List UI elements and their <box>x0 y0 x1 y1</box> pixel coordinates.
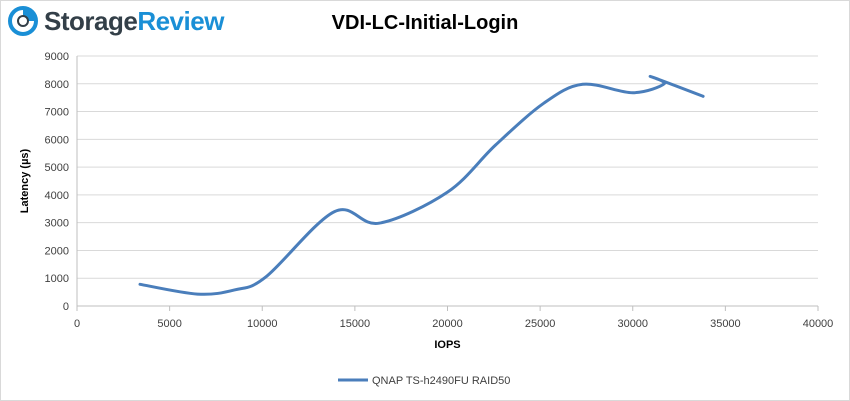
y-tick-label: 0 <box>63 301 69 313</box>
y-tick-label: 4000 <box>45 190 69 202</box>
y-tick-label: 6000 <box>45 134 69 146</box>
x-tick-label: 20000 <box>432 318 463 330</box>
legend-label: QNAP TS-h2490FU RAID50 <box>372 375 510 387</box>
legend: QNAP TS-h2490FU RAID50 <box>338 375 510 387</box>
storagereview-logo: StorageReview <box>8 4 224 38</box>
storagereview-logo-icon <box>8 6 38 36</box>
x-tick-label: 0 <box>74 318 80 330</box>
y-tick-label: 8000 <box>45 79 69 91</box>
x-tick-label: 25000 <box>525 318 556 330</box>
chart-title: VDI-LC-Initial-Login <box>331 12 519 34</box>
x-tick-label: 35000 <box>710 318 741 330</box>
x-tick-label: 10000 <box>247 318 278 330</box>
x-tick-label: 15000 <box>340 318 371 330</box>
y-tick-label: 3000 <box>45 218 69 230</box>
x-tick-label: 30000 <box>617 318 648 330</box>
axes <box>76 56 819 311</box>
y-axis-label: Latency (µs) <box>19 148 31 213</box>
y-tick-label: 1000 <box>45 273 69 285</box>
brand-name-part2: Review <box>137 5 224 36</box>
x-tick-label: 40000 <box>803 318 834 330</box>
tick-labels: 0 1000 2000 3000 4000 5000 6000 7000 8000 9000 0 50… <box>45 51 834 330</box>
storagereview-logo-text: StorageReview <box>44 6 224 37</box>
y-tick-label: 5000 <box>45 162 69 174</box>
y-tick-label: 7000 <box>45 107 69 119</box>
series-line <box>138 74 705 296</box>
y-tick-label: 9000 <box>45 51 69 63</box>
gridlines <box>77 55 818 279</box>
brand-name-part1: Storage <box>44 5 138 36</box>
x-axis-label: IOPS <box>434 339 460 351</box>
x-tick-label: 5000 <box>157 318 181 330</box>
y-tick-label: 2000 <box>45 245 69 257</box>
series-group <box>138 74 705 296</box>
